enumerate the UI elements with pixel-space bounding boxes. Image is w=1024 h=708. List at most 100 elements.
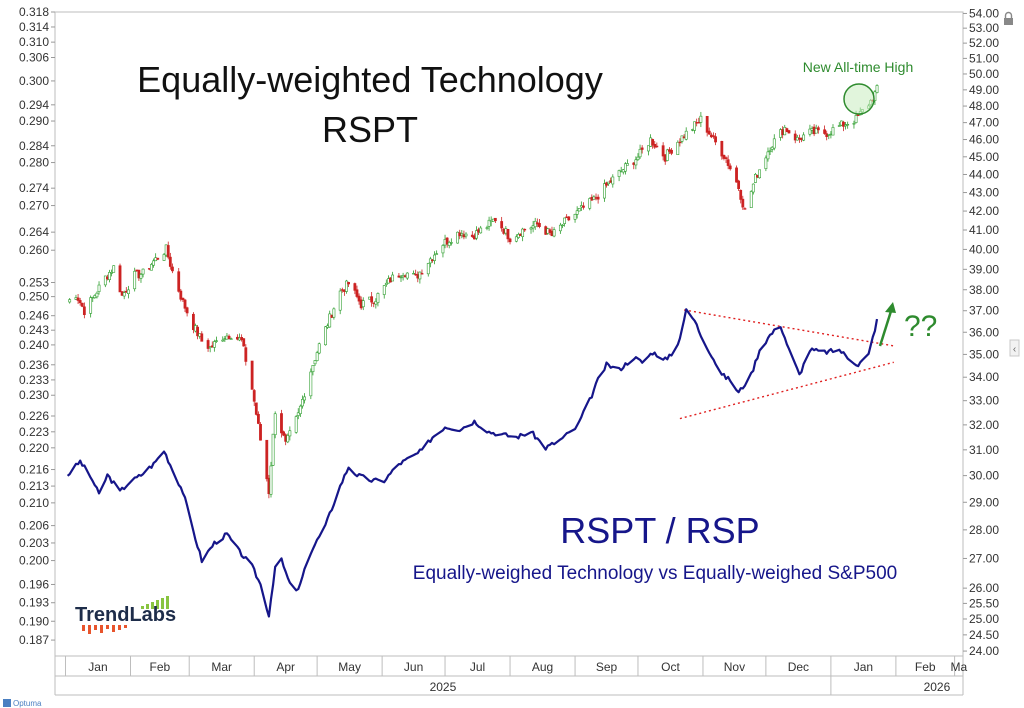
left-tick-label: 0.196 — [19, 577, 49, 591]
candle-body — [680, 135, 684, 142]
candle-body — [137, 269, 141, 279]
candle-body — [376, 293, 380, 303]
candle-body — [215, 340, 218, 342]
trendline — [679, 361, 894, 420]
candle-body — [303, 396, 306, 401]
month-tick-label: Jun — [404, 660, 423, 674]
candle-body — [567, 216, 571, 221]
candle-body — [405, 272, 409, 279]
left-tick-label: 0.310 — [19, 35, 49, 49]
logo-bar-up — [161, 598, 164, 609]
left-tick-label: 0.203 — [19, 536, 49, 550]
candle-body — [563, 217, 566, 224]
candle-body — [823, 129, 826, 134]
candle-body — [108, 272, 111, 281]
candle-body — [399, 276, 403, 279]
candle-body — [676, 141, 680, 155]
candle-body — [737, 180, 741, 189]
candle-body — [875, 85, 879, 93]
candle-body — [177, 271, 181, 292]
candle-body — [856, 114, 860, 116]
right-tick-label: 41.00 — [969, 223, 999, 237]
candle-body — [607, 181, 611, 185]
candle-body — [735, 167, 738, 183]
candle-body — [179, 290, 183, 300]
candle-body — [82, 306, 86, 316]
candle-body — [558, 224, 562, 232]
candle-body — [787, 130, 791, 134]
left-tick-label: 0.246 — [19, 309, 49, 323]
month-tick-label: Nov — [724, 660, 745, 674]
candle-body — [162, 254, 166, 261]
left-tick-label: 0.280 — [19, 156, 49, 170]
x-axis-year-ticks: 2025 2026 — [430, 676, 951, 695]
candle-body — [640, 147, 644, 150]
plot-frame — [54, 11, 964, 696]
candle-body — [447, 242, 451, 246]
logo-bars-icon — [82, 596, 169, 634]
candle-body — [192, 313, 195, 331]
left-tick-label: 0.300 — [19, 74, 49, 88]
logo-bar-up — [141, 606, 144, 609]
candle-body — [577, 208, 581, 212]
candle-body — [661, 145, 665, 157]
candle-body — [317, 343, 321, 354]
month-tick-label: Sep — [596, 660, 618, 674]
left-tick-label: 0.220 — [19, 441, 49, 455]
collapse-button-box[interactable] — [1009, 339, 1020, 357]
candle-body — [110, 272, 114, 274]
left-tick-label: 0.318 — [19, 5, 49, 19]
candle-body — [596, 196, 600, 200]
candle-body — [670, 149, 673, 154]
left-tick-label: 0.223 — [19, 425, 49, 439]
candle-body — [449, 242, 453, 244]
candle-body — [118, 265, 122, 293]
candle-body — [384, 282, 388, 285]
left-tick-label: 0.213 — [19, 479, 49, 493]
candle-body — [152, 260, 155, 266]
left-tick-label: 0.253 — [19, 275, 49, 289]
candle-body — [636, 156, 640, 160]
annotation-new-high: New All-time High — [803, 59, 913, 75]
ratio-subtitle: Equally-weighed Technology vs Equally-we… — [413, 563, 897, 584]
candle-body — [122, 292, 126, 297]
logo-bar-up — [156, 600, 159, 609]
chart-subtitle: RSPT — [322, 109, 418, 150]
right-tick-label: 24.50 — [969, 628, 999, 642]
left-tick-label: 0.187 — [19, 633, 49, 647]
right-tick-label: 31.00 — [969, 443, 999, 457]
candle-body — [605, 182, 608, 186]
candle-body — [693, 121, 696, 131]
candle-body — [514, 236, 518, 242]
candle-body — [259, 424, 262, 441]
left-tick-label: 0.243 — [19, 323, 49, 337]
candle-body — [345, 280, 348, 292]
month-tick-label: Oct — [661, 660, 680, 674]
candle-body — [269, 465, 273, 495]
right-tick-label: 48.00 — [969, 99, 999, 113]
left-tick-label: 0.200 — [19, 554, 49, 568]
right-tick-label: 33.00 — [969, 394, 999, 408]
candle-body — [638, 148, 642, 158]
candle-body — [772, 138, 776, 149]
candle-body — [433, 254, 436, 261]
upward-arrow-icon — [885, 302, 896, 313]
candle-body — [212, 341, 216, 348]
candle-body — [252, 390, 256, 402]
ratio-line-path — [66, 308, 879, 618]
logo-bar-up — [151, 602, 154, 609]
chevron-left-icon: ‹ — [1013, 344, 1016, 355]
right-tick-label: 34.00 — [969, 370, 999, 384]
candle-body — [854, 115, 858, 123]
collapse-panel-button[interactable]: ‹ — [1009, 339, 1020, 357]
left-tick-label: 0.306 — [19, 51, 49, 65]
month-tick-label: Mar — [211, 660, 232, 674]
candle-body — [655, 145, 659, 148]
right-tick-label: 25.50 — [969, 596, 999, 610]
right-tick-label: 42.00 — [969, 204, 999, 218]
candle-body — [684, 130, 688, 140]
candle-body — [156, 257, 160, 260]
right-tick-label: 46.00 — [969, 133, 999, 147]
right-tick-label: 53.00 — [969, 21, 999, 35]
candle-body — [338, 290, 342, 311]
